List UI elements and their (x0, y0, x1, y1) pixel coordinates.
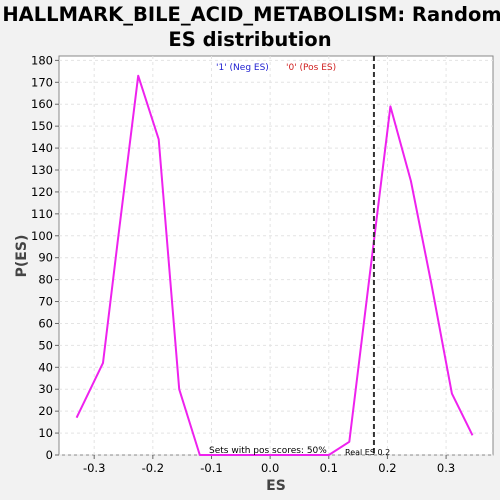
y-tick-label: 180 (31, 53, 53, 67)
grid-lines (59, 56, 493, 456)
y-tick-label: 10 (38, 426, 53, 440)
y-tick-label: 160 (31, 97, 53, 111)
x-axis-ticks: -0.3 -0.2 -0.1 0.0 0.1 0.2 0.3 (83, 455, 455, 475)
x-tick-label: -0.1 (200, 461, 222, 475)
y-tick-label: 100 (31, 229, 53, 243)
y-tick-label: 90 (38, 251, 53, 265)
plot-area (58, 55, 494, 456)
y-tick-label: 110 (31, 207, 53, 221)
y-axis-ticks: 0 10 20 30 40 50 60 70 80 90 100 110 120 130 140 150 160… (31, 53, 59, 462)
y-tick-label: 50 (38, 338, 53, 352)
x-tick-label: 0.1 (320, 461, 338, 475)
series-layer (75, 74, 474, 456)
y-tick-label: 40 (38, 360, 53, 374)
chart-title-line-2: ES distribution (168, 28, 331, 51)
y-tick-label: 0 (46, 448, 53, 462)
x-tick-label: 0.3 (437, 461, 455, 475)
pos-scores-annotation: Sets with pos scores: 50% (209, 446, 327, 456)
legend-pos-es: '0' (Pos ES) (286, 63, 336, 73)
y-axis-label: P(ES) (14, 235, 30, 278)
y-tick-label: 170 (31, 75, 53, 89)
x-tick-label: -0.2 (142, 461, 164, 475)
x-tick-label: 0.2 (378, 461, 396, 475)
legend-neg-es: '1' (Neg ES) (216, 63, 269, 73)
real-es-label: Real ES 0.2 (345, 448, 390, 457)
y-tick-label: 150 (31, 119, 53, 133)
x-axis-label: ES (266, 478, 286, 494)
y-tick-label: 60 (38, 316, 53, 330)
chart-title-line-1: HALLMARK_BILE_ACID_METABOLISM: Random (2, 3, 500, 26)
y-tick-label: 30 (38, 382, 53, 396)
y-tick-label: 70 (38, 295, 53, 309)
y-tick-label: 130 (31, 163, 53, 177)
y-tick-label: 80 (38, 273, 53, 287)
series-line (75, 74, 474, 456)
x-tick-label: 0.0 (261, 461, 279, 475)
y-tick-label: 20 (38, 404, 53, 418)
y-tick-label: 120 (31, 185, 53, 199)
x-tick-label: -0.3 (83, 461, 105, 475)
y-tick-label: 140 (31, 141, 53, 155)
